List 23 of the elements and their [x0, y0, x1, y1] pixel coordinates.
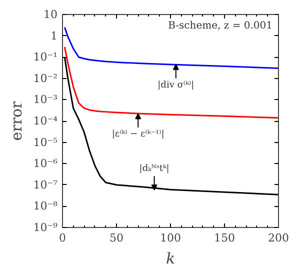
y-tick-label: 1 [50, 29, 58, 42]
y-axis-title: error [7, 100, 26, 141]
line-series [64, 46, 278, 119]
annotation: B-scheme, z = 0.001 [168, 20, 273, 32]
annotation: |ε⁽ᵏ⁾ − ε⁽ᵏ⁻¹⁾| [112, 130, 164, 140]
y-tick-label: 10⁻⁹ [33, 221, 58, 234]
x-axis-title: k [166, 250, 176, 268]
x-tick-label: 100 [160, 232, 181, 244]
x-tick-label: 0 [59, 232, 66, 244]
y-tick-label: 10⁻⁴ [33, 114, 58, 128]
y-tick-label: 10⁻¹ [33, 50, 58, 64]
x-tick-label: 50 [110, 232, 124, 244]
y-tick-label: 10⁻⁷ [33, 178, 58, 192]
y-tick-label: 10⁻³ [33, 93, 58, 106]
x-tick-label: 200 [268, 232, 289, 244]
x-tick-label: 150 [214, 232, 235, 244]
annotation: |div σ⁽ᵏ⁾| [158, 80, 194, 90]
y-tick-label: 10 [44, 8, 58, 21]
y-tick-label: 10⁻⁵ [33, 136, 58, 149]
y-tick-label: 10⁻² [33, 72, 58, 85]
annotation: |dₖᴺˢtᵏ| [139, 164, 170, 174]
y-tick-label: 10⁻⁸ [33, 200, 58, 213]
y-tick-label: 10⁻⁶ [33, 157, 58, 170]
